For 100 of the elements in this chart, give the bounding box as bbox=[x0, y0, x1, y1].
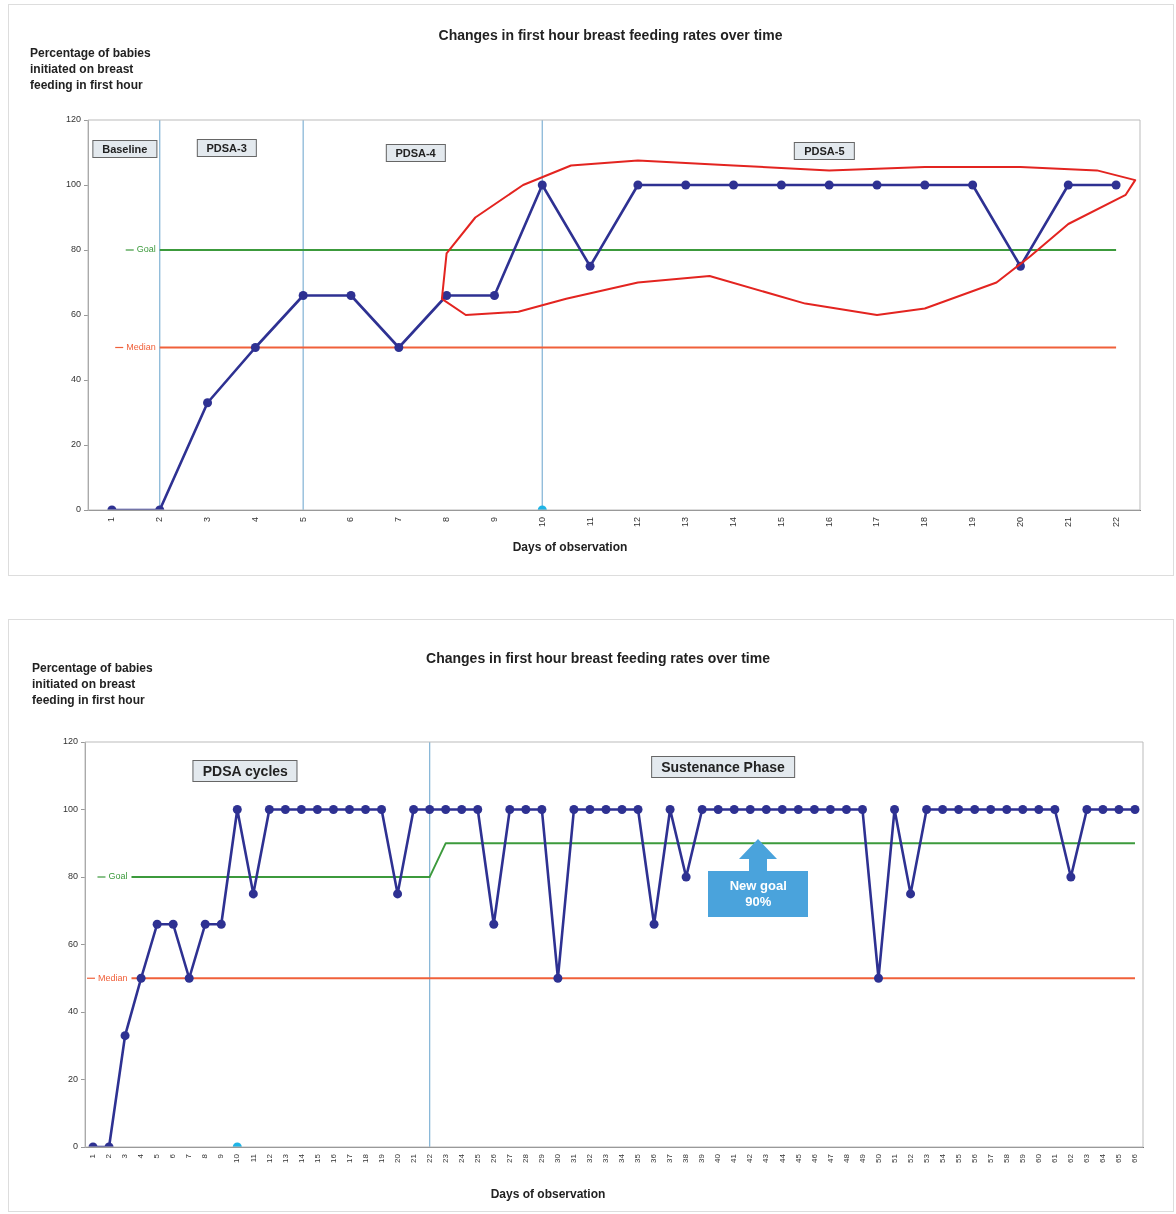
y-tick-label: 40 bbox=[70, 374, 81, 385]
legend-label: Goal bbox=[136, 244, 156, 255]
y-tick-label: 60 bbox=[70, 309, 81, 320]
annotation: PDSA-3 bbox=[196, 138, 257, 157]
point bbox=[346, 291, 356, 300]
x-tick-label: 64 bbox=[1098, 1153, 1108, 1163]
x-tick-label: 19 bbox=[376, 1153, 386, 1163]
x-tick-label: 30 bbox=[553, 1153, 563, 1163]
x-tick-label: 7 bbox=[393, 517, 404, 523]
x-tick-label: 1 bbox=[106, 517, 117, 523]
x-tick-label: 18 bbox=[360, 1153, 370, 1163]
y-tick-label: 0 bbox=[72, 1141, 78, 1152]
x-tick-label: 3 bbox=[120, 1153, 130, 1159]
x-tick-label: 18 bbox=[919, 517, 930, 528]
x-tick-label: 62 bbox=[1066, 1153, 1076, 1163]
x-tick-label: 16 bbox=[823, 517, 834, 528]
point bbox=[920, 180, 930, 190]
x-tick-label: 48 bbox=[841, 1153, 851, 1163]
point bbox=[681, 180, 691, 190]
x-tick-label: 15 bbox=[775, 517, 786, 528]
point bbox=[824, 180, 834, 190]
x-tick-label: 2 bbox=[154, 517, 165, 523]
x-tick-label: 35 bbox=[633, 1153, 643, 1163]
x-tick-label: 5 bbox=[297, 517, 308, 523]
x-tick-label: 5 bbox=[152, 1153, 162, 1159]
x-tick-label: 17 bbox=[344, 1153, 354, 1163]
x-tick-label: 32 bbox=[585, 1153, 595, 1163]
annotation: PDSA-5 bbox=[794, 141, 855, 160]
x-tick-label: 47 bbox=[825, 1153, 835, 1163]
x-tick-label: 20 bbox=[1014, 517, 1025, 528]
y-tick-label: 40 bbox=[67, 1006, 78, 1017]
x-tick-label: 54 bbox=[937, 1153, 947, 1163]
x-tick-label: 9 bbox=[488, 517, 499, 523]
x-tick-label: 45 bbox=[793, 1153, 803, 1163]
x-tick-label: 17 bbox=[871, 517, 882, 528]
y-axis-title: Percentage of babies initiated on breast feeding in first hour bbox=[30, 45, 152, 93]
x-tick-label: 25 bbox=[472, 1153, 482, 1163]
x-tick-label: 46 bbox=[809, 1153, 819, 1163]
x-tick-label: 1 bbox=[88, 1153, 98, 1159]
x-tick-label: 20 bbox=[392, 1153, 402, 1163]
x-tick-label: 15 bbox=[312, 1153, 322, 1163]
x-tick-label: 49 bbox=[857, 1153, 867, 1163]
x-tick-label: 22 bbox=[424, 1153, 434, 1163]
x-tick-label: 28 bbox=[521, 1153, 531, 1163]
x-tick-label: 44 bbox=[777, 1153, 787, 1163]
x-tick-label: 11 bbox=[584, 517, 595, 527]
y-tick-label: 80 bbox=[67, 871, 78, 882]
point bbox=[633, 180, 643, 190]
chart-title: Changes in first hour breast feeding rates over time bbox=[437, 27, 784, 43]
point bbox=[968, 180, 978, 190]
x-tick-label: 27 bbox=[505, 1153, 515, 1163]
x-tick-label: 34 bbox=[617, 1153, 627, 1163]
x-tick-label: 9 bbox=[216, 1153, 226, 1159]
x-tick-label: 38 bbox=[681, 1153, 691, 1163]
annotation: Baseline bbox=[92, 140, 158, 159]
x-tick-label: 3 bbox=[202, 517, 213, 523]
annotation: New goal 90% bbox=[728, 877, 788, 910]
legend-label: Median bbox=[97, 972, 128, 983]
point bbox=[394, 343, 404, 352]
x-tick-label: 7 bbox=[184, 1153, 194, 1159]
x-tick-label: 40 bbox=[713, 1153, 723, 1163]
point bbox=[1111, 180, 1121, 190]
point bbox=[729, 180, 739, 190]
x-tick-label: 22 bbox=[1110, 517, 1121, 528]
x-tick-label: 61 bbox=[1050, 1153, 1060, 1163]
annotation: PDSA cycles bbox=[192, 759, 298, 782]
x-tick-label: 59 bbox=[1017, 1153, 1027, 1163]
y-tick-label: 20 bbox=[67, 1073, 78, 1084]
point bbox=[250, 343, 260, 352]
y-tick-label: 0 bbox=[75, 504, 81, 515]
x-tick-label: 53 bbox=[921, 1153, 931, 1163]
x-tick-label: 50 bbox=[873, 1153, 883, 1163]
y-tick-label: 120 bbox=[62, 736, 78, 747]
x-tick-label: 36 bbox=[649, 1153, 659, 1163]
y-tick-label: 80 bbox=[70, 244, 81, 255]
x-tick-label: 24 bbox=[456, 1153, 466, 1163]
point bbox=[1063, 180, 1073, 190]
x-tick-label: 12 bbox=[264, 1153, 274, 1163]
x-tick-label: 10 bbox=[536, 517, 547, 528]
x-tick-label: 55 bbox=[953, 1153, 963, 1163]
x-tick-label: 13 bbox=[680, 517, 691, 528]
x-tick-label: 4 bbox=[249, 517, 260, 523]
x-tick-label: 41 bbox=[729, 1153, 739, 1163]
point bbox=[872, 180, 882, 190]
x-tick-label: 60 bbox=[1034, 1153, 1044, 1163]
annotation: Sustenance Phase bbox=[651, 756, 795, 779]
legend-label: Goal bbox=[108, 871, 128, 882]
x-tick-label: 29 bbox=[537, 1153, 547, 1163]
point bbox=[489, 291, 499, 300]
x-tick-label: 31 bbox=[569, 1153, 579, 1163]
y-tick-label: 100 bbox=[62, 803, 78, 814]
point bbox=[776, 180, 786, 190]
y-tick-label: 120 bbox=[65, 114, 81, 125]
x-tick-label: 11 bbox=[248, 1153, 258, 1163]
y-tick-label: 20 bbox=[70, 439, 81, 450]
x-tick-label: 14 bbox=[296, 1153, 306, 1163]
y-tick-label: 60 bbox=[67, 938, 78, 949]
x-axis-title: Days of observation bbox=[511, 540, 629, 554]
x-tick-label: 8 bbox=[441, 517, 452, 523]
x-tick-label: 2 bbox=[104, 1153, 114, 1159]
